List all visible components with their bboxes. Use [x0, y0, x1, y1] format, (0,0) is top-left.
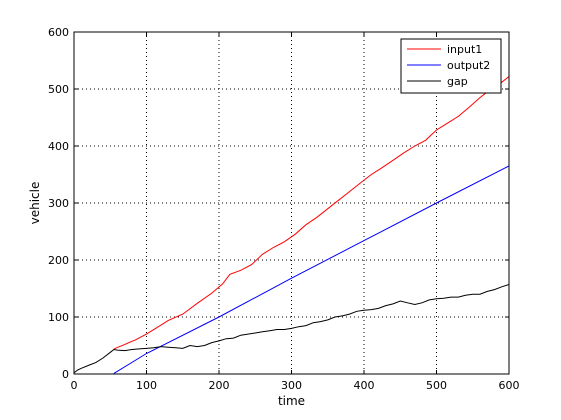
legend: input1 output2 gap — [400, 38, 502, 94]
legend-box — [400, 38, 502, 94]
x-axis-label: time — [278, 394, 305, 408]
series-layer — [73, 76, 510, 374]
y-tick-label: 300 — [48, 197, 69, 210]
x-tick-label: 500 — [426, 379, 447, 392]
x-tick-label: 600 — [499, 379, 520, 392]
legend-label: output2 — [447, 59, 490, 72]
x-tick-label: 0 — [71, 379, 78, 392]
y-tick-label: 200 — [48, 254, 69, 267]
x-tick-labels: 0 100 200 300 400 500 600 — [71, 379, 520, 392]
y-axis-label: vehicle — [28, 182, 42, 225]
ticks — [73, 31, 510, 375]
legend-label: gap — [447, 75, 468, 88]
y-tick-labels: 0 100 200 300 400 500 600 — [48, 26, 69, 381]
series-line-output2 — [113, 165, 510, 374]
y-tick-label: 0 — [62, 368, 69, 381]
legend-label: input1 — [447, 43, 482, 56]
x-tick-label: 300 — [281, 379, 302, 392]
y-tick-label: 600 — [48, 26, 69, 39]
y-tick-label: 400 — [48, 140, 69, 153]
series-line-input1 — [113, 76, 510, 350]
series-line-gap — [73, 284, 510, 374]
x-tick-label: 200 — [209, 379, 230, 392]
x-tick-label: 100 — [136, 379, 157, 392]
y-tick-label: 100 — [48, 311, 69, 324]
x-tick-label: 400 — [354, 379, 375, 392]
y-tick-label: 500 — [48, 83, 69, 96]
